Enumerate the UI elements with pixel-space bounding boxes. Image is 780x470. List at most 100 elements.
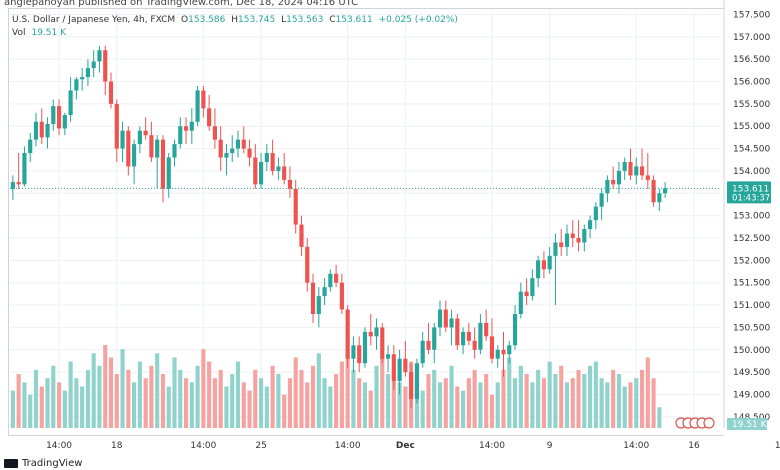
volume-bar <box>195 365 200 428</box>
volume-bar <box>582 374 587 428</box>
time-tick-label: 9 <box>547 441 553 451</box>
candle-body <box>132 144 137 167</box>
candle-body <box>114 103 119 149</box>
volume-bar <box>137 361 142 428</box>
candle-body <box>259 162 264 185</box>
volume-bar <box>305 382 310 428</box>
low-value: 153.563 <box>286 15 324 25</box>
candle-body <box>414 363 419 399</box>
candle-body <box>426 340 431 350</box>
price-tick-label: 157.500 <box>733 10 770 20</box>
candle-body <box>420 340 425 364</box>
price-tick-label: 157.000 <box>733 33 770 43</box>
volume-bar <box>599 378 604 428</box>
footer-brand[interactable]: TradingView <box>4 458 82 469</box>
candle-body <box>663 188 668 194</box>
candle-body <box>241 139 246 149</box>
candle-body <box>501 349 506 355</box>
candle-body <box>536 260 541 279</box>
economic-event-icon <box>703 417 715 429</box>
candle-body <box>409 372 414 399</box>
volume-bar <box>39 386 44 428</box>
volume-bar <box>420 390 425 428</box>
volume-bar <box>547 361 552 428</box>
volume-bar <box>385 374 391 428</box>
volume-bar <box>576 369 581 428</box>
volume-bar <box>322 378 327 428</box>
candle-body <box>541 260 546 270</box>
volume-bar <box>299 369 304 428</box>
price-tick-label: 150.500 <box>733 323 770 333</box>
volume-bar <box>495 382 500 428</box>
volume-bar <box>616 374 622 428</box>
candle-body <box>39 121 44 138</box>
candle-body <box>368 331 373 337</box>
volume-bar <box>218 369 223 428</box>
volume-bar <box>22 382 27 428</box>
volume-bar <box>189 382 194 428</box>
volume-bar <box>564 382 570 428</box>
volume-bar <box>149 365 154 428</box>
volume-bar <box>235 361 241 428</box>
candle-body <box>611 179 616 185</box>
candle-body <box>68 90 73 116</box>
candle-body <box>495 349 500 359</box>
candle-body <box>345 309 350 359</box>
volume-value: 19.51 K <box>31 28 66 38</box>
volume-bar <box>172 357 177 428</box>
candle-body <box>432 327 437 350</box>
candle-body <box>397 358 402 382</box>
plot-frame <box>8 8 724 436</box>
candle-body <box>616 170 622 185</box>
volume-label: Vol <box>12 28 26 38</box>
symbol-title: U.S. Dollar / Japanese Yen, 4h, FXCM <box>12 15 176 25</box>
volume-bar <box>16 374 21 428</box>
volume-bar <box>293 357 298 428</box>
candle-body <box>51 106 56 124</box>
candle-body <box>316 296 321 314</box>
time-tick-label: 14:00 <box>190 441 216 451</box>
volume-axis-label: 19.51 K <box>732 420 768 430</box>
legend: U.S. Dollar / Japanese Yen, 4h, FXCM O15… <box>12 15 458 25</box>
volume-bar <box>362 382 368 428</box>
volume-bar <box>160 374 166 428</box>
volume-bar <box>570 378 575 428</box>
candle-body <box>224 153 229 158</box>
volume-bar <box>605 382 610 428</box>
time-tick-label: 16 <box>688 441 700 451</box>
volume-bar <box>287 378 293 428</box>
volume-bar <box>74 378 79 428</box>
candle-body <box>374 327 379 337</box>
volume-bar <box>518 365 523 428</box>
candle-body <box>212 126 217 140</box>
volume-bar <box>634 378 639 428</box>
candle-body <box>380 327 385 359</box>
volume-bar <box>501 369 506 428</box>
volume-bar <box>345 349 350 428</box>
volume-bar <box>449 365 454 428</box>
volume-bar <box>328 386 333 428</box>
volume-legend: Vol 19.51 K <box>12 28 66 38</box>
candle-body <box>455 318 460 346</box>
candle-body <box>235 139 241 149</box>
price-tick-label: 155.000 <box>733 122 770 132</box>
price-tick-label: 154.500 <box>733 145 770 155</box>
volume-bar <box>68 361 73 428</box>
open-value: 153.586 <box>188 15 226 25</box>
candle-body <box>628 162 633 176</box>
candle-body <box>253 157 258 185</box>
volume-bar <box>512 378 518 428</box>
volume-bar <box>380 357 385 428</box>
candle-body <box>85 68 90 78</box>
candle-body <box>634 166 639 176</box>
time-tick-label: 18 <box>111 441 123 451</box>
candle-body <box>22 153 27 185</box>
volume-bar <box>536 369 541 428</box>
volume-bar <box>357 378 362 428</box>
volume-bar <box>224 386 229 428</box>
candle-body <box>472 340 477 350</box>
close-label: C <box>329 15 336 25</box>
candle-body <box>108 81 114 104</box>
volume-bar <box>622 386 627 428</box>
